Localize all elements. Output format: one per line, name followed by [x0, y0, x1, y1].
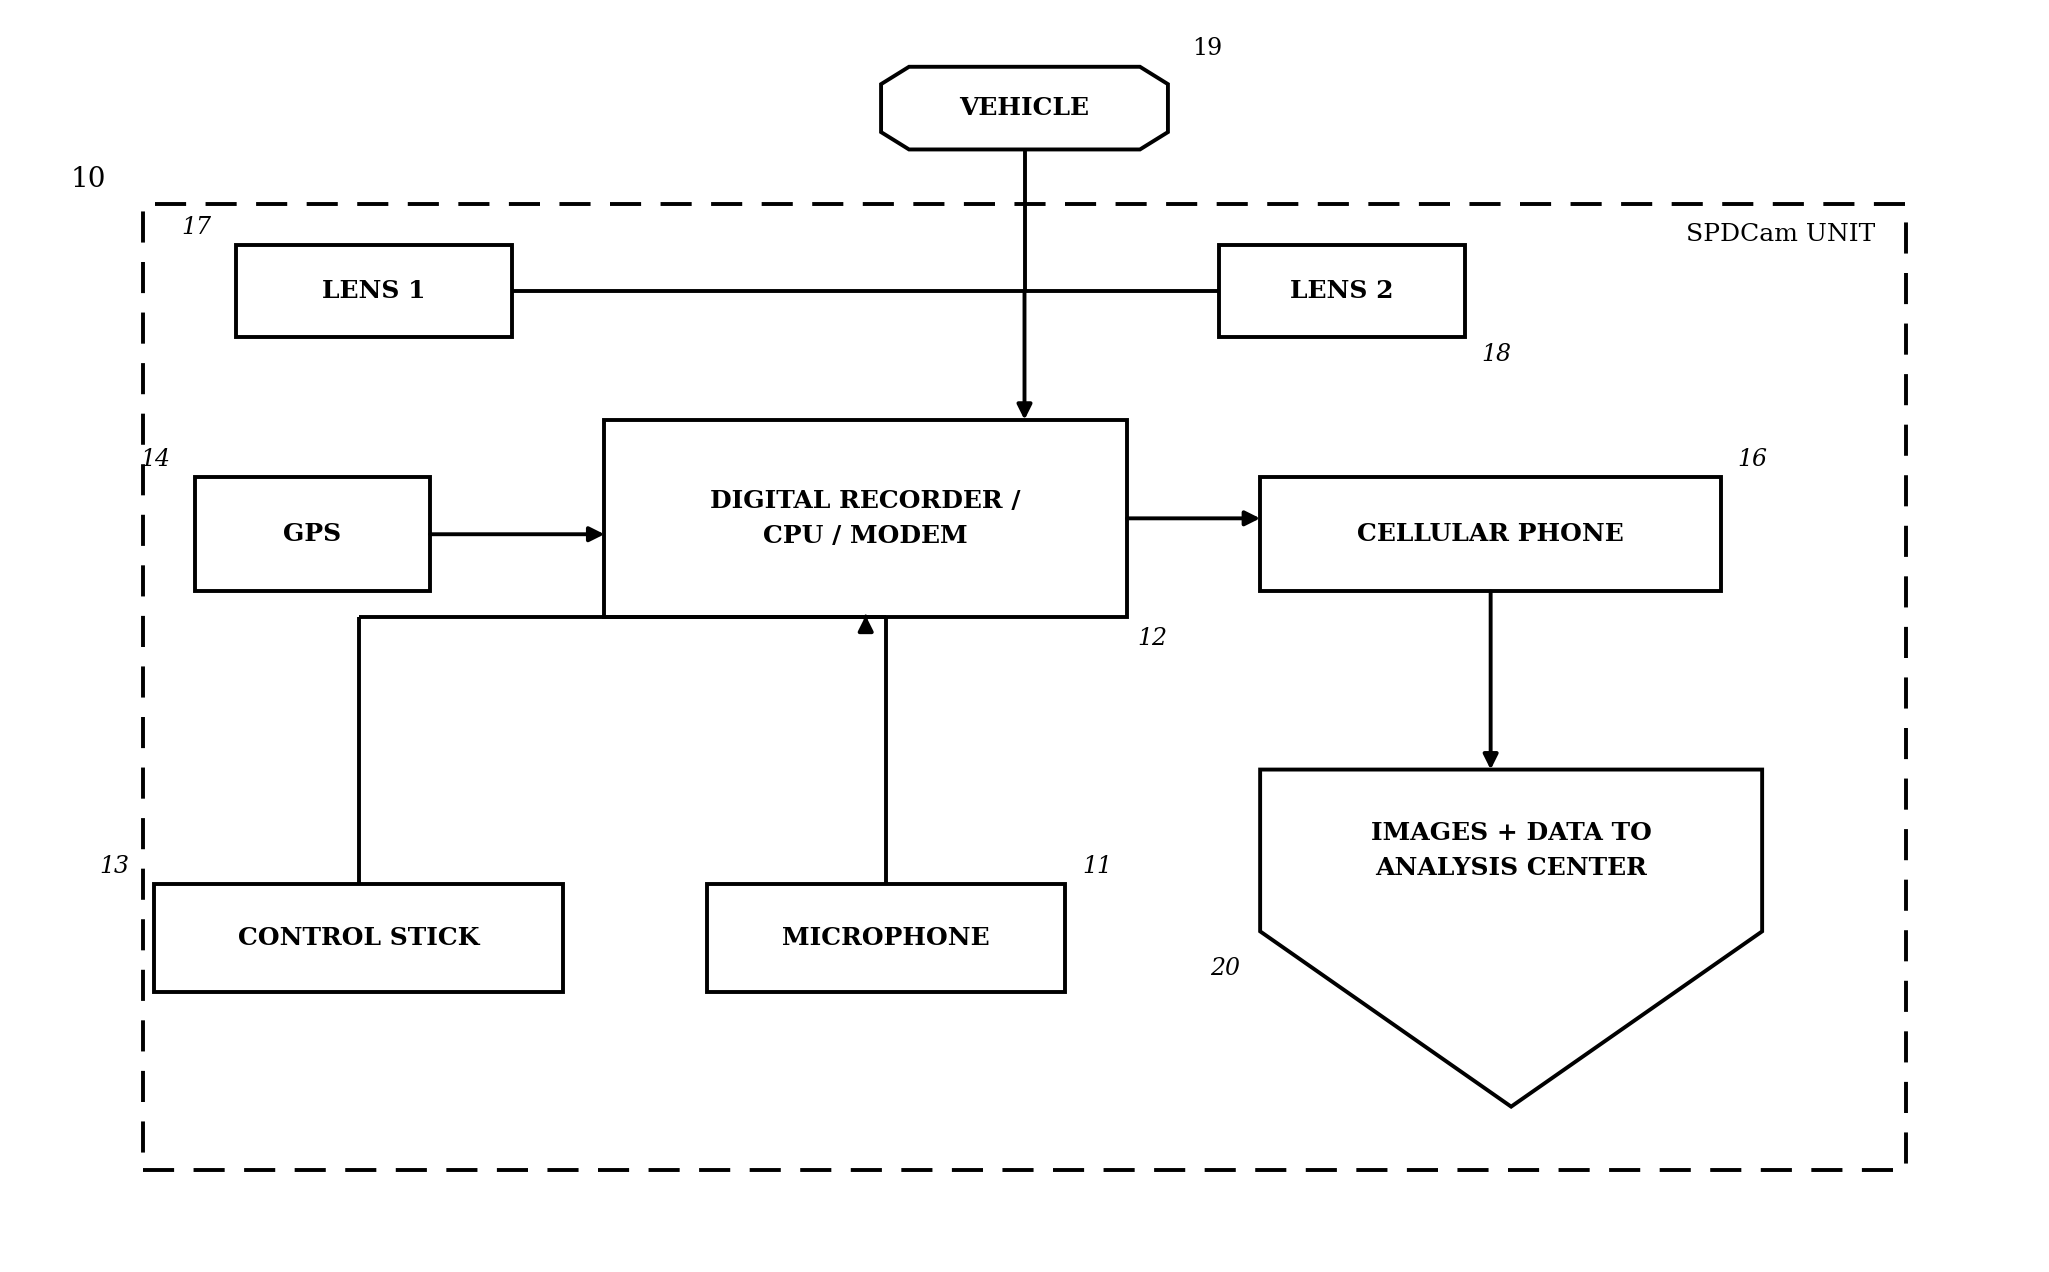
- FancyBboxPatch shape: [154, 884, 563, 992]
- Text: 14: 14: [139, 448, 170, 471]
- Text: DIGITAL RECORDER /
CPU / MODEM: DIGITAL RECORDER / CPU / MODEM: [711, 488, 1020, 548]
- Text: 13: 13: [98, 855, 129, 878]
- Polygon shape: [1260, 770, 1762, 1107]
- Polygon shape: [881, 66, 1168, 149]
- FancyBboxPatch shape: [143, 204, 1906, 1170]
- Text: LENS 2: LENS 2: [1291, 280, 1393, 303]
- FancyBboxPatch shape: [1219, 245, 1465, 337]
- Text: IMAGES + DATA TO
ANALYSIS CENTER: IMAGES + DATA TO ANALYSIS CENTER: [1371, 820, 1651, 880]
- FancyBboxPatch shape: [707, 884, 1065, 992]
- Text: MICROPHONE: MICROPHONE: [783, 926, 990, 950]
- Text: CELLULAR PHONE: CELLULAR PHONE: [1356, 523, 1625, 546]
- Text: CONTROL STICK: CONTROL STICK: [238, 926, 479, 950]
- Text: 17: 17: [180, 216, 211, 239]
- Text: 16: 16: [1738, 448, 1768, 471]
- FancyBboxPatch shape: [195, 477, 430, 591]
- Text: GPS: GPS: [283, 523, 342, 546]
- Text: 10: 10: [72, 167, 107, 193]
- Text: 12: 12: [1137, 627, 1168, 650]
- Text: 11: 11: [1082, 855, 1113, 878]
- Text: VEHICLE: VEHICLE: [959, 97, 1090, 120]
- Text: 18: 18: [1481, 343, 1512, 366]
- Text: 20: 20: [1209, 957, 1240, 979]
- FancyBboxPatch shape: [604, 420, 1127, 617]
- Text: 19: 19: [1193, 37, 1223, 60]
- FancyBboxPatch shape: [1260, 477, 1721, 591]
- FancyBboxPatch shape: [236, 245, 512, 337]
- Text: LENS 1: LENS 1: [322, 280, 426, 303]
- Text: SPDCam UNIT: SPDCam UNIT: [1686, 223, 1875, 245]
